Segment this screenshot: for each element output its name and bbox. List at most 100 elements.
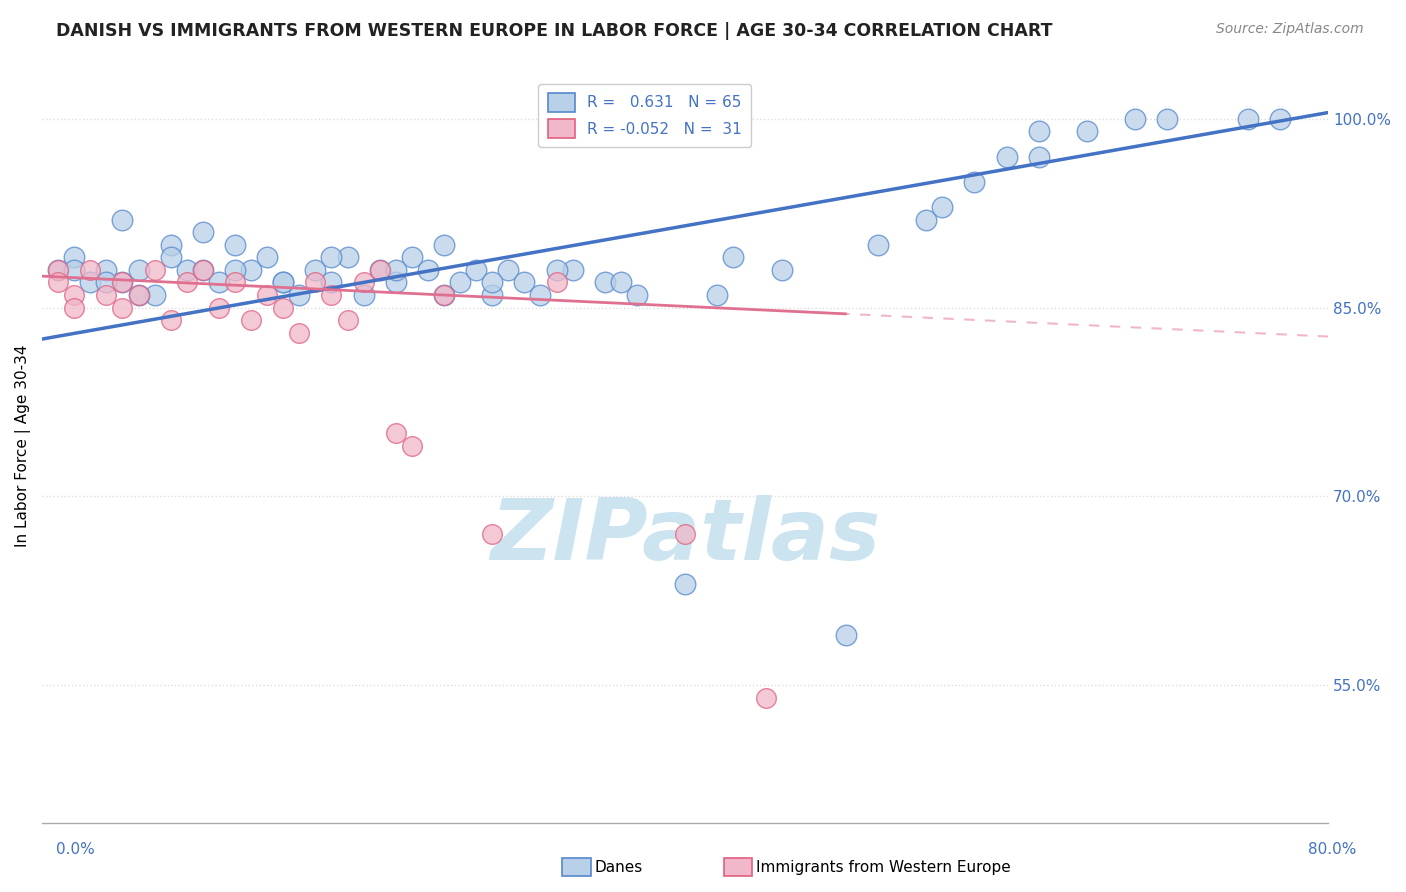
Point bbox=[96, 276, 118, 290]
Point bbox=[96, 288, 118, 302]
Point bbox=[723, 250, 745, 264]
Point bbox=[79, 276, 101, 290]
Point bbox=[224, 237, 246, 252]
Point bbox=[321, 250, 343, 264]
Point bbox=[1028, 150, 1050, 164]
Text: Source: ZipAtlas.com: Source: ZipAtlas.com bbox=[1216, 22, 1364, 37]
Point bbox=[529, 288, 551, 302]
Point bbox=[384, 276, 406, 290]
Point bbox=[46, 276, 69, 290]
Point bbox=[111, 276, 134, 290]
Point bbox=[256, 288, 278, 302]
Point bbox=[1156, 112, 1178, 126]
Point bbox=[481, 276, 503, 290]
Point bbox=[208, 301, 231, 315]
Point bbox=[208, 276, 231, 290]
Point bbox=[368, 263, 391, 277]
Point bbox=[673, 577, 696, 591]
Point bbox=[271, 301, 294, 315]
Point bbox=[433, 288, 456, 302]
Point bbox=[353, 288, 375, 302]
Point bbox=[626, 288, 648, 302]
Point bbox=[963, 175, 986, 189]
Point bbox=[401, 250, 423, 264]
Point bbox=[1076, 124, 1098, 138]
Point bbox=[191, 225, 214, 239]
Point bbox=[46, 263, 69, 277]
Point bbox=[159, 237, 181, 252]
Point bbox=[915, 212, 938, 227]
Point bbox=[111, 212, 134, 227]
Point bbox=[79, 263, 101, 277]
Point bbox=[336, 313, 359, 327]
Point bbox=[433, 288, 456, 302]
Point bbox=[304, 276, 326, 290]
Point bbox=[593, 276, 616, 290]
Legend: R =   0.631   N = 65, R = -0.052   N =  31: R = 0.631 N = 65, R = -0.052 N = 31 bbox=[538, 84, 751, 147]
Point bbox=[995, 150, 1018, 164]
Point bbox=[96, 263, 118, 277]
Point bbox=[1123, 112, 1146, 126]
Point bbox=[288, 288, 311, 302]
Point bbox=[240, 263, 263, 277]
Point bbox=[481, 288, 503, 302]
Point bbox=[754, 690, 776, 705]
Point bbox=[1028, 124, 1050, 138]
Point bbox=[513, 276, 536, 290]
Point bbox=[770, 263, 793, 277]
Point bbox=[706, 288, 728, 302]
Point bbox=[449, 276, 471, 290]
Point bbox=[1236, 112, 1258, 126]
Point bbox=[63, 301, 86, 315]
Point bbox=[835, 628, 858, 642]
Point bbox=[256, 250, 278, 264]
Point bbox=[384, 263, 406, 277]
Point bbox=[673, 527, 696, 541]
Text: 80.0%: 80.0% bbox=[1309, 842, 1357, 856]
Point bbox=[128, 263, 150, 277]
Point bbox=[336, 250, 359, 264]
Point bbox=[191, 263, 214, 277]
Point bbox=[128, 288, 150, 302]
Point bbox=[610, 276, 633, 290]
Point bbox=[304, 263, 326, 277]
Point bbox=[224, 276, 246, 290]
Point bbox=[159, 250, 181, 264]
Point bbox=[353, 276, 375, 290]
Point bbox=[128, 288, 150, 302]
Point bbox=[159, 313, 181, 327]
Point bbox=[401, 439, 423, 453]
Point bbox=[240, 313, 263, 327]
Point bbox=[271, 276, 294, 290]
Point bbox=[546, 276, 568, 290]
Point bbox=[111, 276, 134, 290]
Point bbox=[46, 263, 69, 277]
Point bbox=[288, 326, 311, 340]
Point bbox=[111, 301, 134, 315]
Point bbox=[176, 263, 198, 277]
Point bbox=[384, 426, 406, 441]
Text: ZIPatlas: ZIPatlas bbox=[491, 495, 880, 578]
Point bbox=[416, 263, 439, 277]
Point bbox=[931, 200, 953, 214]
Point bbox=[224, 263, 246, 277]
Text: Immigrants from Western Europe: Immigrants from Western Europe bbox=[756, 860, 1011, 874]
Point bbox=[465, 263, 488, 277]
Text: DANISH VS IMMIGRANTS FROM WESTERN EUROPE IN LABOR FORCE | AGE 30-34 CORRELATION : DANISH VS IMMIGRANTS FROM WESTERN EUROPE… bbox=[56, 22, 1053, 40]
Point bbox=[321, 276, 343, 290]
Y-axis label: In Labor Force | Age 30-34: In Labor Force | Age 30-34 bbox=[15, 344, 31, 548]
Text: 0.0%: 0.0% bbox=[56, 842, 96, 856]
Point bbox=[433, 237, 456, 252]
Text: Danes: Danes bbox=[595, 860, 643, 874]
Point bbox=[191, 263, 214, 277]
Point bbox=[143, 288, 166, 302]
Point bbox=[63, 263, 86, 277]
Point bbox=[546, 263, 568, 277]
Point bbox=[561, 263, 583, 277]
Point bbox=[1268, 112, 1291, 126]
Point bbox=[321, 288, 343, 302]
Point bbox=[271, 276, 294, 290]
Point bbox=[368, 263, 391, 277]
Point bbox=[498, 263, 520, 277]
Point bbox=[176, 276, 198, 290]
